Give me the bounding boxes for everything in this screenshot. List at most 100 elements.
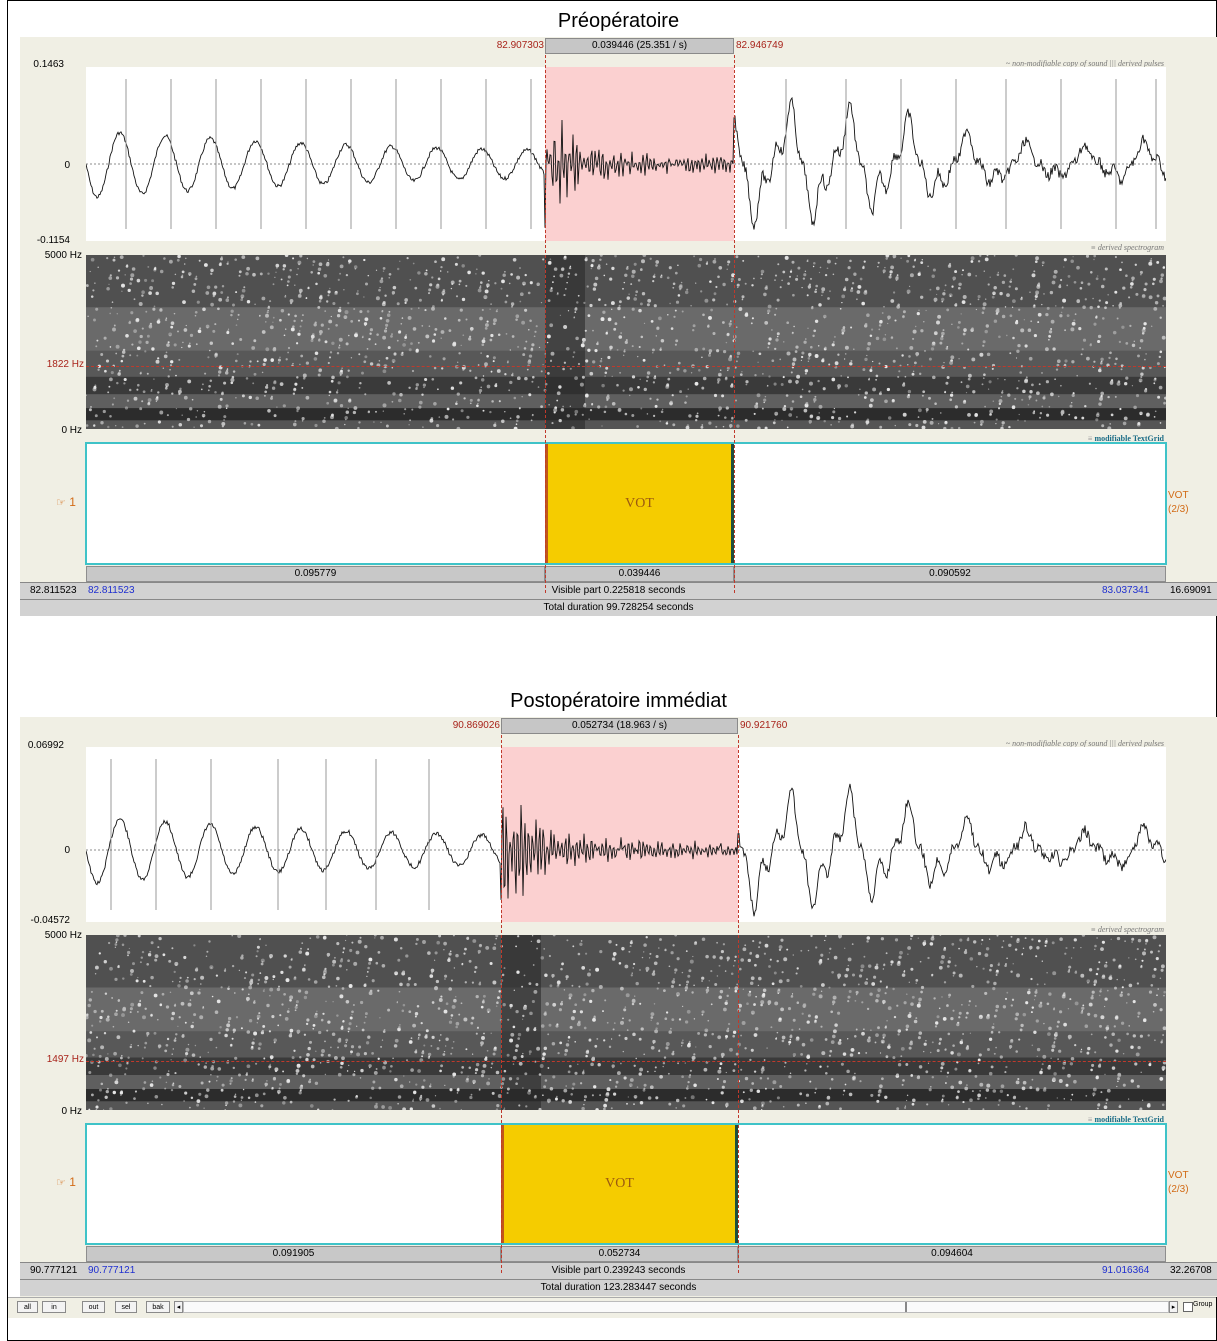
spectrogram-speckle [189, 333, 194, 338]
spectrogram-speckle [1098, 299, 1101, 302]
spectrogram-speckle [1127, 1098, 1130, 1100]
spectrogram-area[interactable] [86, 255, 1166, 429]
spectrogram-speckle [638, 308, 642, 313]
spectrogram-speckle [117, 269, 121, 272]
spectrogram-speckle [866, 1038, 871, 1043]
spectrogram-speckle [155, 291, 159, 296]
spectrogram-area[interactable] [86, 935, 1166, 1110]
spectrogram-speckle [512, 1063, 515, 1065]
spectrogram-speckle [359, 1000, 364, 1005]
spectrogram-speckle [633, 297, 637, 301]
spectrogram-speckle [705, 954, 709, 959]
spectrogram-speckle [263, 358, 267, 362]
spectrogram-speckle [1064, 329, 1067, 332]
spectrogram-speckle [560, 408, 565, 412]
zoom-all-button[interactable]: all [17, 1301, 38, 1313]
spectrogram-speckle [850, 1047, 855, 1052]
interval-duration-left[interactable]: 0.095779 [86, 566, 545, 582]
spectrogram-speckle [701, 424, 704, 426]
spectrogram-speckle [166, 1072, 170, 1077]
spectrogram-speckle [984, 257, 989, 262]
selection-duration-bar[interactable]: 0.039446 (25.351 / s) [545, 38, 734, 54]
total-duration-bar[interactable]: Total duration 99.728254 seconds [20, 599, 1217, 616]
spectrogram-speckle [517, 935, 520, 938]
scroll-right-arrow-icon[interactable]: ▸ [1169, 1301, 1178, 1313]
spectrogram-speckle [951, 391, 954, 394]
spectrogram-speckle [299, 291, 302, 294]
spectrogram-speckle [722, 1080, 727, 1084]
scroll-left-arrow-icon[interactable]: ◂ [174, 1301, 183, 1313]
spectrogram-speckle [1160, 964, 1165, 969]
spectrogram-speckle [810, 345, 813, 349]
spectrogram-speckle [313, 323, 317, 327]
spectrogram-speckle [192, 1021, 194, 1024]
spectrogram-speckle [665, 422, 669, 425]
spectrogram-speckle [1016, 937, 1020, 941]
spectrogram-speckle [136, 354, 139, 357]
spectrogram-speckle [991, 295, 995, 299]
interval-duration-mid[interactable]: 0.052734 [501, 1246, 738, 1262]
spectrogram-speckle [842, 1052, 847, 1056]
visible-part-bar[interactable]: 82.811523 82.811523 Visible part 0.22581… [20, 582, 1217, 599]
editor-window: 90.869026 0.052734 (18.963 / s) 90.92176… [20, 717, 1217, 1297]
spectrogram-speckle [1093, 360, 1096, 363]
waveform-area[interactable] [86, 67, 1166, 241]
spectrogram-speckle [357, 939, 362, 944]
spectrogram-speckle [567, 1040, 570, 1042]
spectrogram-speckle [1119, 1104, 1122, 1107]
waveform-svg [86, 759, 1166, 917]
total-duration-bar[interactable]: Total duration 123.283447 seconds [20, 1279, 1217, 1296]
spectrogram-speckle [594, 349, 598, 353]
spectrogram-speckle [497, 1094, 502, 1098]
spectrogram-speckle [957, 426, 961, 429]
spectrogram-speckle [223, 381, 227, 385]
spectrogram-band [86, 1089, 1166, 1103]
spectrogram-speckle [828, 363, 831, 366]
interval-duration-mid[interactable]: 0.039446 [545, 566, 734, 582]
spectrogram-speckle [624, 273, 628, 277]
zoom-back-button[interactable]: bak [146, 1301, 170, 1313]
textgrid-tier[interactable]: VOT [85, 442, 1167, 565]
tier-number[interactable]: ☞ 1 [56, 495, 76, 509]
spectrogram-speckle [745, 380, 749, 384]
spectrogram-speckle [598, 298, 601, 301]
interval-duration-right[interactable]: 0.094604 [738, 1246, 1166, 1262]
spectrogram-speckle [654, 1066, 657, 1069]
zoom-sel-button[interactable]: sel [115, 1301, 137, 1313]
waveform-area[interactable] [86, 747, 1166, 922]
spectrogram-speckle [1031, 1006, 1035, 1009]
spectrogram-speckle [1163, 994, 1165, 997]
spectrogram-speckle [1139, 338, 1144, 343]
group-checkbox[interactable] [1183, 1302, 1193, 1312]
zoom-in-button[interactable]: in [42, 1301, 66, 1313]
spectrogram-speckle [832, 341, 835, 343]
spectrogram-speckle [550, 287, 553, 290]
spectrogram-speckle [146, 1034, 149, 1037]
interval-duration-right[interactable]: 0.090592 [734, 566, 1166, 582]
interval-duration-left[interactable]: 0.091905 [86, 1246, 501, 1262]
spectrogram-speckle [998, 1031, 1001, 1034]
spectrogram-speckle [137, 1044, 139, 1047]
spectrogram-speckle [776, 1031, 779, 1034]
selection-duration-bar[interactable]: 0.052734 (18.963 / s) [501, 718, 738, 734]
spectrogram-speckle [112, 327, 116, 332]
spectrogram-speckle [717, 1035, 722, 1040]
zoom-out-button[interactable]: out [82, 1301, 105, 1313]
spectrogram-speckle [969, 303, 972, 305]
spectrogram-speckle [638, 1072, 642, 1076]
spectrogram-speckle [415, 383, 419, 387]
spectrogram-speckle [979, 1016, 982, 1019]
visible-part-bar[interactable]: 90.777121 90.777121 Visible part 0.23924… [20, 1262, 1217, 1279]
spectrogram-speckle [1122, 421, 1127, 426]
spectrogram-speckle [305, 395, 310, 400]
spectrogram-speckle [531, 935, 534, 937]
spectrogram-speckle [755, 402, 759, 405]
spectrogram-speckle [616, 349, 619, 351]
vot-interval[interactable]: VOT [545, 444, 734, 563]
tier-number[interactable]: ☞ 1 [56, 1175, 76, 1189]
scrollbar-thumb[interactable] [905, 1302, 907, 1312]
textgrid-tier[interactable]: VOT [85, 1123, 1167, 1245]
spectrogram-speckle [142, 1015, 146, 1020]
horizontal-scrollbar[interactable] [183, 1301, 1169, 1313]
vot-interval[interactable]: VOT [501, 1125, 738, 1243]
